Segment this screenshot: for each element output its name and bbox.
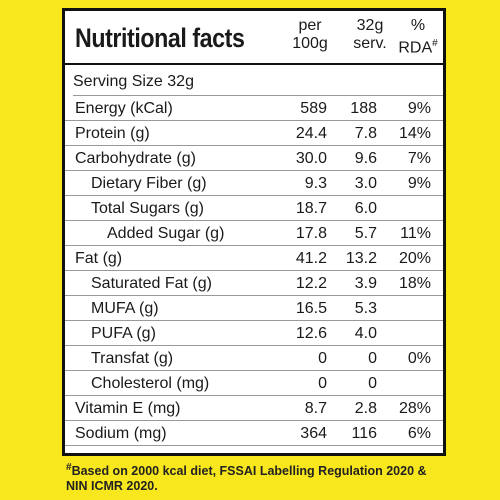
table-row: Sodium (mg) 364 116 6% — [65, 422, 443, 446]
nutrient-name: Cholesterol (mg) — [91, 375, 210, 392]
nutrient-name: PUFA (g) — [91, 325, 156, 342]
value-per-serving: 13.2 — [345, 250, 377, 267]
nutrient-name: Dietary Fiber (g) — [91, 175, 207, 192]
nutrient-name: Protein (g) — [75, 125, 150, 142]
table-row: Vitamin E (mg) 8.7 2.8 28% — [65, 397, 443, 421]
value-rda: 9% — [407, 100, 431, 117]
column-header-per-100g: per 100g — [285, 17, 335, 53]
page-title: Nutritional facts — [75, 23, 245, 53]
value-per-100g: 17.8 — [295, 225, 327, 242]
value-per-100g: 9.3 — [304, 175, 327, 192]
nutrient-name: Added Sugar (g) — [107, 225, 225, 242]
value-per-serving: 188 — [350, 100, 377, 117]
value-rda: 20% — [398, 250, 431, 267]
value-per-serving: 3.9 — [354, 275, 377, 292]
value-per-100g: 8.7 — [304, 400, 327, 417]
value-rda: 18% — [398, 275, 431, 292]
value-per-100g: 30.0 — [295, 150, 327, 167]
value-per-100g: 18.7 — [295, 200, 327, 217]
value-rda: 7% — [407, 150, 431, 167]
table-row: Saturated Fat (g) 12.2 3.9 18% — [65, 272, 443, 296]
value-rda: 9% — [407, 175, 431, 192]
nutrient-name: Energy (kCal) — [75, 100, 173, 117]
table-row: Transfat (g) 0 0 0% — [65, 347, 443, 371]
value-per-100g: 364 — [300, 425, 327, 442]
value-per-serving: 6.0 — [354, 200, 377, 217]
rda-footnote-mark: # — [432, 38, 438, 49]
value-per-serving: 2.8 — [354, 400, 377, 417]
column-header-serv-line1: 32g — [356, 17, 384, 34]
value-rda: 0% — [407, 350, 431, 367]
column-header-rda-line1: % — [410, 17, 426, 34]
rda-text: RDA — [398, 39, 433, 57]
table-row: Cholesterol (mg) 0 0 — [65, 372, 443, 396]
table-header: Nutritional facts per 100g 32g serv. % R… — [65, 11, 443, 65]
value-rda: 14% — [398, 125, 431, 142]
column-header-serving: 32g serv. — [345, 17, 395, 53]
column-header-serv-line2: serv. — [353, 35, 387, 52]
column-header-rda-line2: RDA# — [393, 35, 443, 57]
value-per-serving: 3.0 — [354, 175, 377, 192]
nutrient-name: Fat (g) — [75, 250, 123, 267]
nutrient-name: Saturated Fat (g) — [91, 275, 212, 292]
value-per-serving: 5.3 — [354, 300, 377, 317]
value-rda: 6% — [407, 425, 431, 442]
column-header-per-line2: 100g — [292, 35, 328, 52]
nutrient-name: Vitamin E (mg) — [75, 400, 181, 417]
value-per-100g: 24.4 — [295, 125, 327, 142]
value-rda: 28% — [398, 400, 431, 417]
table-row: Fat (g) 41.2 13.2 20% — [65, 247, 443, 271]
nutrient-name: Total Sugars (g) — [91, 200, 204, 217]
table-row: Protein (g) 24.4 7.8 14% — [65, 122, 443, 146]
table-row: Added Sugar (g) 17.8 5.7 11% — [65, 222, 443, 246]
table-row: MUFA (g) 16.5 5.3 — [65, 297, 443, 321]
footnote-text: Based on 2000 kcal diet, FSSAI Labelling… — [66, 464, 427, 494]
value-per-100g: 12.6 — [295, 325, 327, 342]
table-row: PUFA (g) 12.6 4.0 — [65, 322, 443, 346]
nutrient-name: Carbohydrate (g) — [75, 150, 196, 167]
value-per-serving: 116 — [351, 425, 377, 442]
value-rda: 11% — [400, 225, 431, 242]
footnote-mark: # — [66, 462, 72, 473]
table-row: Dietary Fiber (g) 9.3 3.0 9% — [65, 172, 443, 196]
column-header-per-line1: per — [298, 17, 322, 34]
table-row: Total Sugars (g) 18.7 6.0 — [65, 197, 443, 221]
nutrient-name: Transfat (g) — [91, 350, 174, 367]
value-per-serving: 0 — [368, 350, 377, 367]
serving-size: Serving Size 32g — [73, 69, 443, 96]
nutrient-name: MUFA (g) — [91, 300, 159, 317]
nutrient-name: Sodium (mg) — [75, 425, 167, 442]
value-per-serving: 7.8 — [354, 125, 377, 142]
value-per-serving: 5.7 — [354, 225, 377, 242]
value-per-100g: 589 — [300, 100, 327, 117]
value-per-serving: 9.6 — [354, 150, 377, 167]
nutrition-facts-panel: Nutritional facts per 100g 32g serv. % R… — [62, 8, 446, 456]
value-per-100g: 0 — [318, 375, 327, 392]
value-per-100g: 16.5 — [295, 300, 327, 317]
value-per-100g: 12.2 — [295, 275, 327, 292]
footnote: #Based on 2000 kcal diet, FSSAI Labellin… — [66, 460, 446, 494]
value-per-100g: 0 — [318, 350, 327, 367]
value-per-100g: 41.2 — [295, 250, 327, 267]
table-row: Energy (kCal) 589 188 9% — [65, 97, 443, 121]
column-header-rda: % RDA# — [393, 17, 443, 57]
value-per-serving: 4.0 — [354, 325, 377, 342]
value-per-serving: 0 — [368, 375, 377, 392]
table-row: Carbohydrate (g) 30.0 9.6 7% — [65, 147, 443, 171]
